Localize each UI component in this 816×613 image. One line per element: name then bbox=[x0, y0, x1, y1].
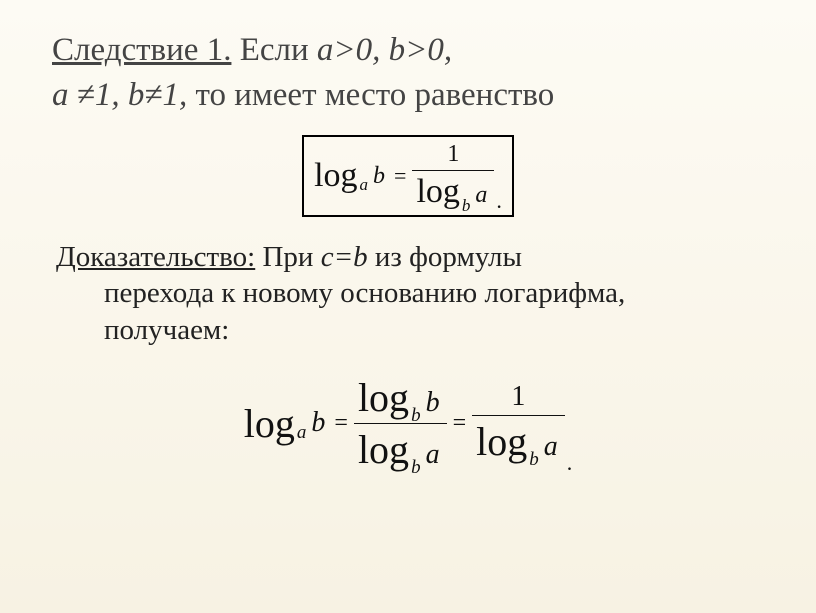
log-text-den: log bbox=[416, 173, 459, 211]
sub-a-lhs: a bbox=[297, 422, 307, 444]
title-cond1: a>0, b>0, bbox=[317, 32, 452, 68]
title-if: Если bbox=[231, 32, 316, 68]
sub-b-den2: b bbox=[411, 457, 421, 479]
proof-text4: получаем: bbox=[56, 314, 229, 346]
log-lhs: log bbox=[244, 400, 295, 447]
boxed-formula: log a b = 1 log b a . bbox=[302, 135, 514, 217]
sub-b: b bbox=[462, 196, 471, 216]
var-b-num2: b bbox=[426, 387, 440, 419]
frac-line bbox=[412, 170, 494, 171]
title-cond2b: 1, b bbox=[95, 77, 145, 113]
var-a-den2: a bbox=[426, 439, 440, 471]
proof-label: Доказательство: bbox=[56, 241, 255, 273]
var-a-den3: a bbox=[544, 431, 558, 463]
sub-b-num2: b bbox=[411, 405, 421, 427]
var-a: a bbox=[475, 182, 487, 209]
boxed-formula-container: log a b = 1 log b a . bbox=[52, 135, 764, 217]
corollary-label: Следствие 1. bbox=[52, 32, 231, 68]
fraction-3: 1 log b a bbox=[472, 381, 565, 465]
title-paragraph: Следствие 1. Если a>0, b>0, a ≠1, b≠1, т… bbox=[52, 28, 764, 117]
log-den2: log bbox=[358, 426, 409, 473]
log-num2: log bbox=[358, 374, 409, 421]
formula-2: log a b = log b b log b a = 1 log b a bbox=[52, 374, 764, 473]
neq2: ≠ bbox=[144, 77, 162, 113]
title-cond2a: a bbox=[52, 77, 77, 113]
proof-text2: из формулы bbox=[368, 241, 522, 273]
frac-line-3 bbox=[472, 415, 565, 416]
title-then: то имеет место равенство bbox=[187, 77, 554, 113]
log-text: log bbox=[314, 157, 357, 195]
sub-b-den3: b bbox=[529, 449, 539, 471]
equals-1: = bbox=[334, 410, 348, 437]
sub-a: a bbox=[360, 175, 369, 195]
fraction-1: 1 log b a bbox=[412, 141, 494, 211]
var-b: b bbox=[373, 163, 385, 190]
proof-text1: При bbox=[255, 241, 320, 273]
formula-1: log a b = 1 log b a . bbox=[314, 141, 502, 211]
equals: = bbox=[394, 163, 406, 189]
proof-text3: перехода к новому основанию логарифма, bbox=[56, 277, 625, 309]
proof-paragraph: Доказательство: При c=b из формулы перех… bbox=[52, 239, 764, 348]
period-2: . bbox=[567, 450, 573, 476]
log-den3: log bbox=[476, 418, 527, 465]
neq1: ≠ bbox=[77, 77, 95, 113]
fraction-2: log b b log b a bbox=[354, 374, 447, 473]
proof-cb: c=b bbox=[321, 241, 368, 273]
numerator-one-3: 1 bbox=[511, 381, 525, 413]
var-b-lhs: b bbox=[311, 407, 325, 439]
numerator-one: 1 bbox=[447, 141, 459, 168]
title-cond2c: 1, bbox=[163, 77, 188, 113]
period: . bbox=[496, 188, 502, 214]
frac-line-2 bbox=[354, 423, 447, 424]
equals-2: = bbox=[453, 410, 467, 437]
